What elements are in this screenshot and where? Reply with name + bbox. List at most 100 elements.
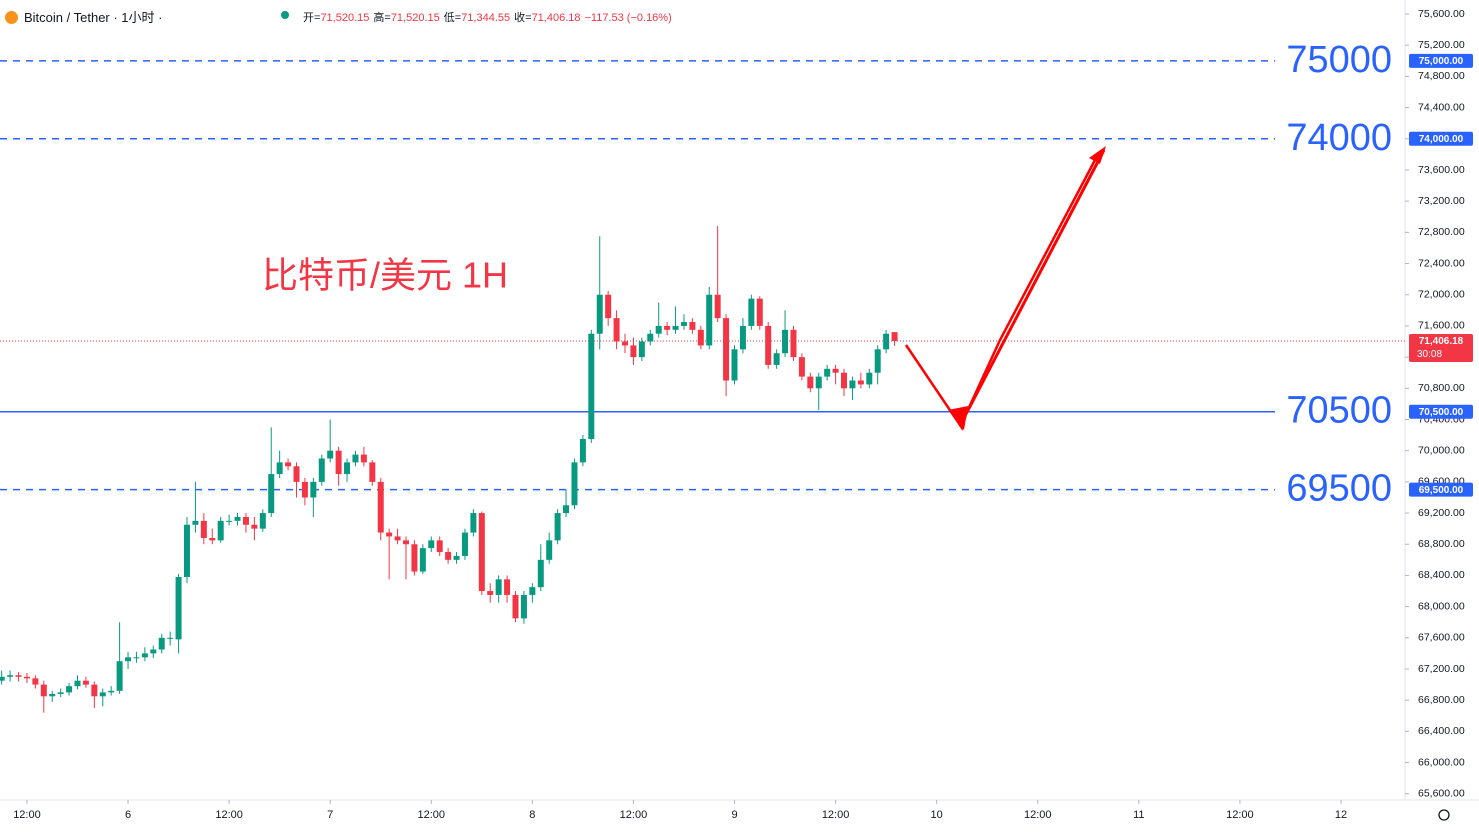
candle-body [268, 474, 275, 514]
x-tick-label: 12:00 [1226, 809, 1254, 821]
ohlc-label: 开= [303, 12, 321, 24]
candle-body [832, 368, 839, 373]
candle [697, 325, 704, 350]
candle [276, 450, 283, 478]
candle-body [824, 368, 831, 377]
candle-body [445, 552, 452, 560]
plot: 75,600.00 75,200.00 74,800.00 74,400.00 74,0… [0, 8, 1465, 821]
candle-body [529, 587, 536, 595]
x-tick-label: 12:00 [620, 809, 648, 821]
candle-body [310, 481, 317, 498]
candle-body [82, 680, 89, 685]
candle-body [579, 438, 586, 463]
candle [158, 633, 165, 654]
candle-body [285, 462, 292, 467]
candle [344, 458, 351, 482]
level-tag-label: 75,000.00 [1419, 56, 1464, 67]
candle [66, 683, 73, 696]
candle [293, 462, 300, 498]
candle [318, 454, 325, 486]
candle-body [192, 520, 199, 525]
candle [857, 372, 864, 389]
candle-body [209, 538, 216, 541]
candle-body [108, 690, 115, 693]
x-tick-label: 12:00 [13, 809, 41, 821]
candle [672, 306, 679, 334]
candle [537, 544, 544, 592]
candle [832, 364, 839, 385]
candle-body [714, 294, 721, 319]
settings-icon[interactable] [1438, 809, 1450, 821]
candle [638, 337, 645, 362]
candle [108, 686, 115, 696]
candle [807, 372, 814, 393]
y-tick-label: 65,600.00 [1418, 788, 1465, 800]
candle [529, 583, 536, 603]
candle-body [857, 380, 864, 385]
candle [285, 458, 292, 471]
ohlc-value: 71,520.15 [390, 12, 440, 24]
candle [259, 509, 266, 532]
x-tick-label: 12:00 [418, 809, 446, 821]
candle-body [655, 325, 662, 334]
candle [554, 509, 561, 545]
candle-body [7, 675, 14, 677]
candle-body [739, 325, 746, 350]
y-tick-label: 73,600.00 [1418, 164, 1465, 176]
candle [841, 368, 848, 397]
candle-body [748, 298, 755, 326]
ohlc-value: 71,406.18 [531, 12, 581, 24]
candle-body [478, 513, 485, 592]
candle-body [411, 544, 418, 572]
candle-body [504, 579, 511, 595]
level-label: 70500 [1286, 390, 1392, 432]
candle-body [756, 298, 763, 326]
candle [495, 575, 502, 603]
annotation: 比特币/美元 1H [262, 255, 508, 296]
x-tick-label: 9 [731, 809, 737, 821]
candle-body [571, 462, 578, 506]
candle [605, 290, 612, 326]
y-tick-label: 66,800.00 [1418, 694, 1465, 706]
candle-body [782, 329, 789, 354]
y-tick-label: 70,000.00 [1418, 444, 1465, 456]
candle [824, 364, 831, 381]
level-tag-label: 70,500.00 [1419, 407, 1464, 418]
y-tick-label: 74,400.00 [1418, 101, 1465, 113]
candle [150, 645, 157, 659]
candle [57, 688, 64, 698]
candle-body [116, 661, 123, 691]
candle [891, 332, 898, 346]
candle [461, 528, 468, 560]
candle [883, 329, 890, 354]
candle-body [23, 676, 30, 679]
candle [782, 310, 789, 358]
candle-body [403, 540, 410, 545]
candle-body [234, 516, 241, 521]
ohlc-label: 低= [443, 12, 462, 24]
candle-body [563, 505, 570, 514]
x-tick-label: 6 [125, 809, 131, 821]
price-tags: 75,000.00 74,000.00 70,500.00 69,500.00 71,4… [1409, 53, 1473, 497]
candle [588, 329, 595, 443]
candle [622, 333, 629, 354]
candle [874, 345, 881, 385]
candle-body [167, 637, 174, 639]
candle-body [369, 462, 376, 482]
candle-body [49, 693, 56, 697]
candle [655, 302, 662, 338]
candle-body [470, 513, 477, 533]
candle [251, 516, 258, 541]
candle-body [242, 516, 249, 525]
y-tick-label: 70,800.00 [1418, 382, 1465, 394]
candle-body [487, 591, 494, 595]
candle [192, 481, 199, 533]
candle [504, 575, 511, 603]
candle [49, 690, 56, 702]
candle [0, 670, 5, 685]
candle [209, 528, 216, 545]
btc-icon [5, 11, 18, 24]
candle [563, 489, 570, 517]
candle-body [613, 318, 620, 342]
